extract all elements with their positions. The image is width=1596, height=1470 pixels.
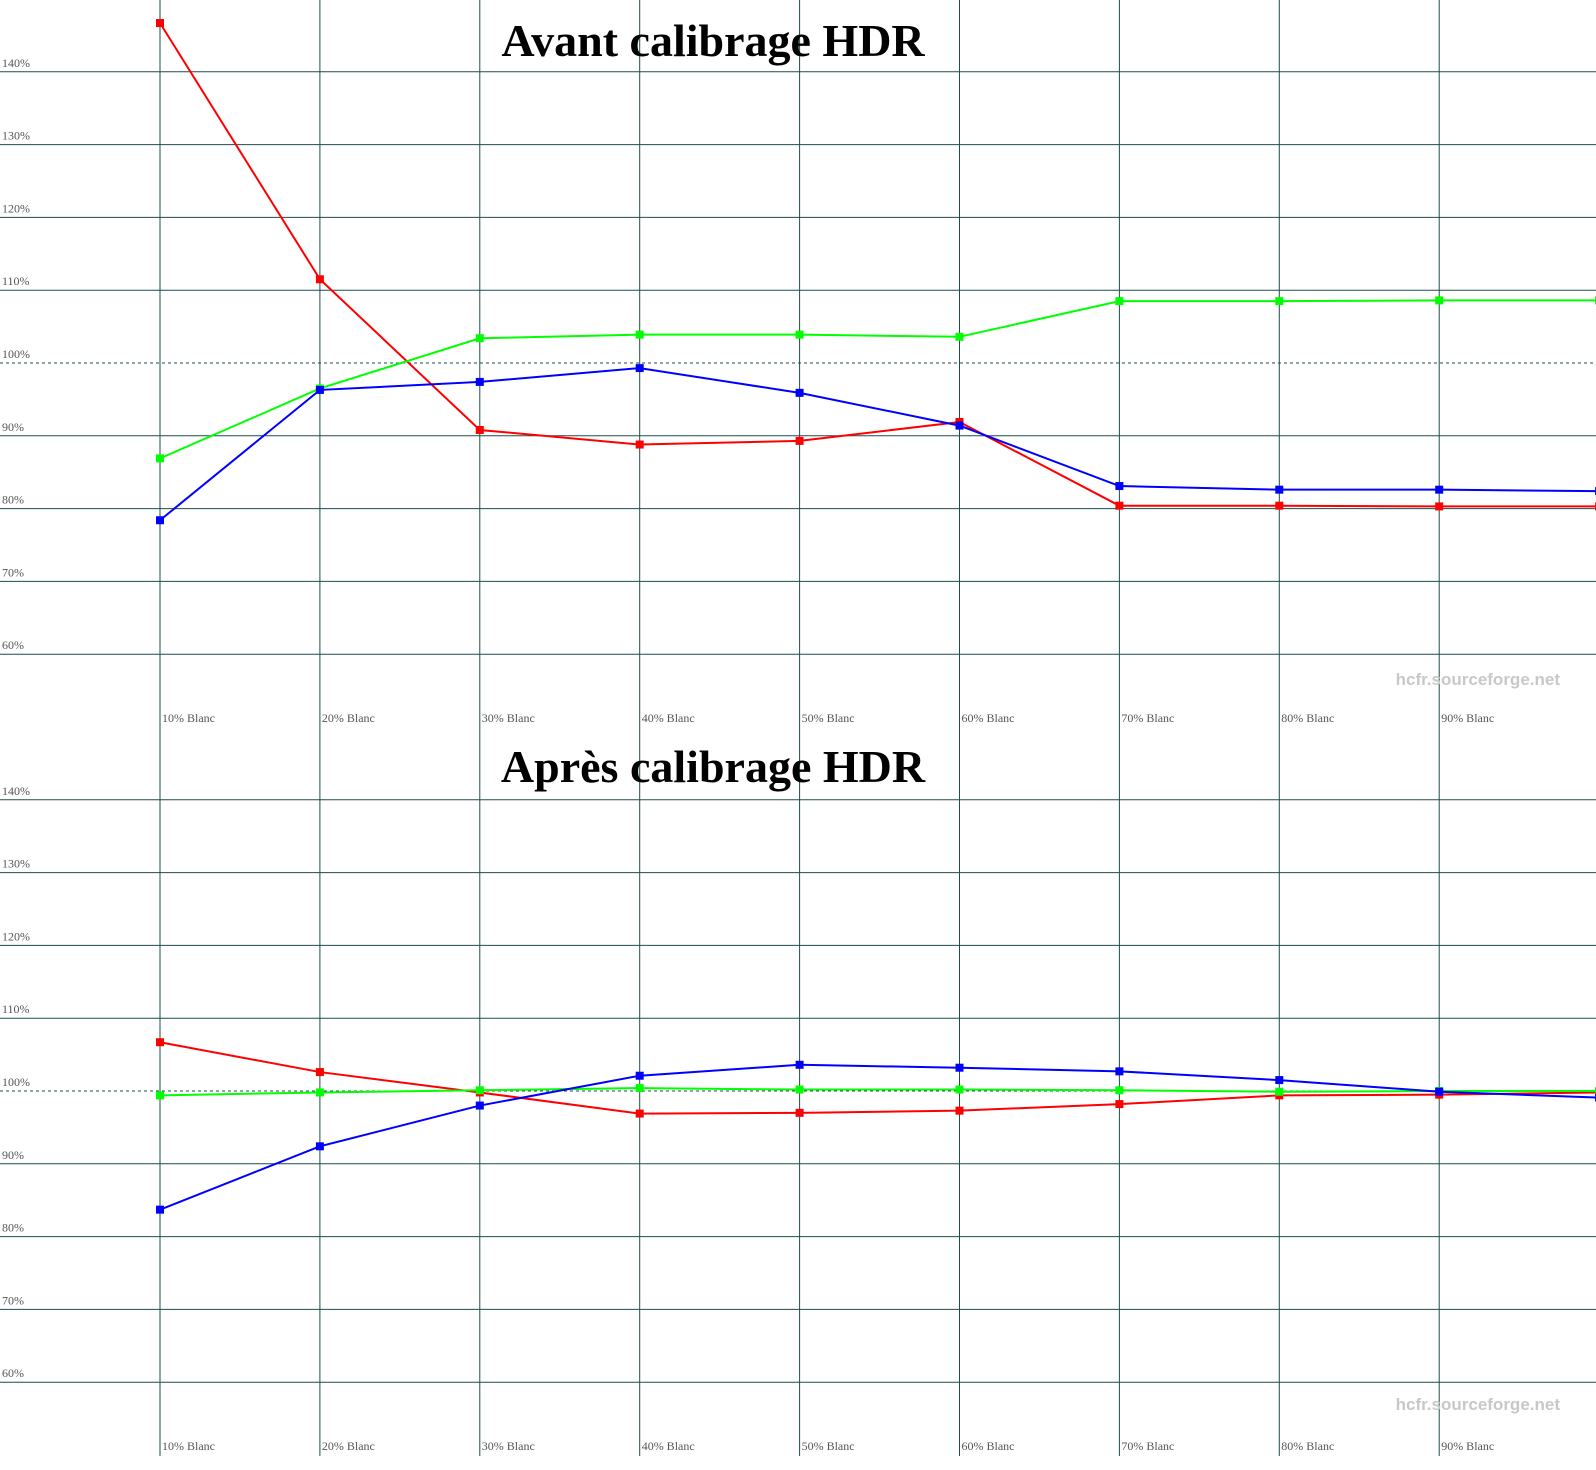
chart-after-series-point-0 — [795, 1108, 804, 1117]
chart-before-series-point-0 — [795, 436, 804, 445]
chart-before-series-point-0 — [475, 425, 484, 434]
chart-before-ytick-label: 70% — [2, 565, 24, 579]
chart-before-ytick-label: 90% — [2, 420, 24, 434]
chart-after-ytick-label: 60% — [2, 1366, 24, 1380]
chart-after-series-point-0 — [635, 1109, 644, 1118]
chart-before-series-point-0 — [156, 19, 164, 28]
chart-before-series-point-1 — [475, 334, 484, 343]
chart-before-series-point-0 — [1115, 501, 1124, 510]
chart-after-series-point-2 — [315, 1142, 324, 1151]
chart-after-xtick-label: 10% Blanc — [162, 1439, 215, 1453]
chart-before-series-point-2 — [635, 364, 644, 373]
chart-after-ytick-label: 100% — [2, 1075, 30, 1089]
chart-after-title: Après calibrage HDR — [500, 741, 926, 792]
chart-after-series-point-1 — [635, 1084, 644, 1093]
chart-after-series-point-1 — [315, 1088, 324, 1097]
chart-after-series-point-0 — [955, 1106, 964, 1115]
chart-before-series-line-2 — [159, 367, 1596, 522]
chart-after-series-point-2 — [795, 1060, 804, 1069]
chart-after-watermark: hcfr.sourceforge.net — [1395, 1395, 1560, 1414]
chart-after-series-point-1 — [1275, 1087, 1284, 1096]
chart-before-series-point-0 — [315, 275, 324, 284]
chart-before-xtick-label: 70% Blanc — [1121, 711, 1174, 725]
chart-after-series-point-1 — [795, 1085, 804, 1094]
chart-before-xtick-label: 20% Blanc — [322, 711, 375, 725]
chart-after-ytick-label: 140% — [2, 784, 30, 798]
chart-before-ytick-label: 60% — [2, 638, 24, 652]
chart-before-series-point-0 — [1435, 502, 1444, 511]
chart-after-ytick-label: 90% — [2, 1148, 24, 1162]
chart-after-ytick-label: 130% — [2, 857, 30, 871]
chart-after-series-point-0 — [1115, 1100, 1124, 1109]
chart-after-series-point-2 — [1115, 1067, 1124, 1076]
chart-after-ytick-label: 80% — [2, 1221, 24, 1235]
chart-before-series-point-0 — [635, 440, 644, 449]
chart-before-series-point-2 — [315, 385, 324, 394]
chart-after-series-point-2 — [475, 1101, 484, 1110]
chart-after-ytick-label: 120% — [2, 929, 30, 943]
chart-after-xtick-label: 70% Blanc — [1121, 1439, 1174, 1453]
chart-before-series-point-1 — [795, 330, 804, 339]
chart-before-xtick-label: 30% Blanc — [482, 711, 535, 725]
chart-before-series-point-2 — [1275, 485, 1284, 494]
chart-after-xtick-label: 80% Blanc — [1281, 1439, 1334, 1453]
chart-before-series-point-2 — [1115, 482, 1124, 491]
chart-before-series-point-2 — [1435, 485, 1444, 494]
chart-before-series-point-1 — [1115, 297, 1124, 306]
chart-before-series-line-0 — [159, 22, 1596, 508]
chart-before-series-point-2 — [156, 516, 164, 525]
chart-after-series-point-0 — [156, 1038, 164, 1047]
chart-after-xtick-label: 30% Blanc — [482, 1439, 535, 1453]
chart-after-series-point-2 — [635, 1071, 644, 1080]
chart-after-xtick-label: 60% Blanc — [962, 1439, 1015, 1453]
chart-before-series-point-2 — [795, 388, 804, 397]
chart-before-series-point-2 — [955, 421, 964, 430]
chart-before-ytick-label: 130% — [2, 129, 30, 143]
chart-after-series-point-1 — [1115, 1086, 1124, 1095]
chart-after-xtick-label: 40% Blanc — [642, 1439, 695, 1453]
chart-before-ytick-label: 140% — [2, 56, 30, 70]
chart-before-series-point-1 — [156, 454, 164, 463]
chart-before-series-point-1 — [1275, 297, 1284, 306]
chart-before-xtick-label: 10% Blanc — [162, 711, 215, 725]
chart-after-xtick-label: 90% Blanc — [1441, 1439, 1494, 1453]
chart-after-xtick-label: 20% Blanc — [322, 1439, 375, 1453]
chart-after-series-line-2 — [159, 1063, 1596, 1211]
chart-before-series-point-0 — [1275, 501, 1284, 510]
chart-before-series-line-1 — [159, 299, 1596, 460]
chart-after-series-point-2 — [156, 1205, 164, 1214]
chart-after-series-point-1 — [156, 1091, 164, 1100]
chart-after-plot: 60% 70% 80% 90% 100% 110% 120% 130% 140% 10% Blan… — [0, 728, 1596, 1456]
chart-after-series-point-2 — [1435, 1087, 1444, 1096]
chart-before-xtick-label: 90% Blanc — [1441, 711, 1494, 725]
chart-before-xtick-label: 40% Blanc — [642, 711, 695, 725]
chart-before-ytick-label: 120% — [2, 201, 30, 215]
chart-before-series-point-1 — [1435, 296, 1444, 305]
chart-after-series-point-1 — [475, 1086, 484, 1095]
chart-after: 60% 70% 80% 90% 100% 110% 120% 130% 140% 10% Blan… — [0, 728, 1596, 1456]
chart-before-xtick-label: 60% Blanc — [962, 711, 1015, 725]
chart-before-title: Avant calibrage HDR — [501, 15, 925, 66]
chart-after-xtick-label: 50% Blanc — [802, 1439, 855, 1453]
chart-after-series-point-0 — [315, 1068, 324, 1077]
chart-after-ytick-label: 70% — [2, 1293, 24, 1307]
chart-before-ytick-label: 110% — [2, 274, 30, 288]
chart-after-ytick-label: 110% — [2, 1002, 30, 1016]
chart-before-series-point-1 — [635, 330, 644, 339]
chart-after-series-point-2 — [1275, 1076, 1284, 1085]
chart-after-series-point-2 — [955, 1063, 964, 1072]
chart-after-series-line-0 — [159, 1041, 1596, 1115]
chart-before-xtick-label: 80% Blanc — [1281, 711, 1334, 725]
chart-before-ytick-label: 80% — [2, 493, 24, 507]
chart-before-ytick-label: 100% — [2, 347, 30, 361]
chart-before-series-point-2 — [475, 377, 484, 386]
chart-before: 60% 70% 80% 90% 100% 110% 120% 130% 140% 10% Blan… — [0, 0, 1596, 728]
chart-before-watermark: hcfr.sourceforge.net — [1395, 670, 1560, 689]
chart-before-plot: 60% 70% 80% 90% 100% 110% 120% 130% 140% 10% Blan… — [0, 0, 1596, 728]
chart-after-series-point-1 — [955, 1085, 964, 1094]
chart-after-series-line-1 — [159, 1087, 1596, 1097]
chart-before-series-point-1 — [955, 332, 964, 341]
chart-before-xtick-label: 50% Blanc — [802, 711, 855, 725]
